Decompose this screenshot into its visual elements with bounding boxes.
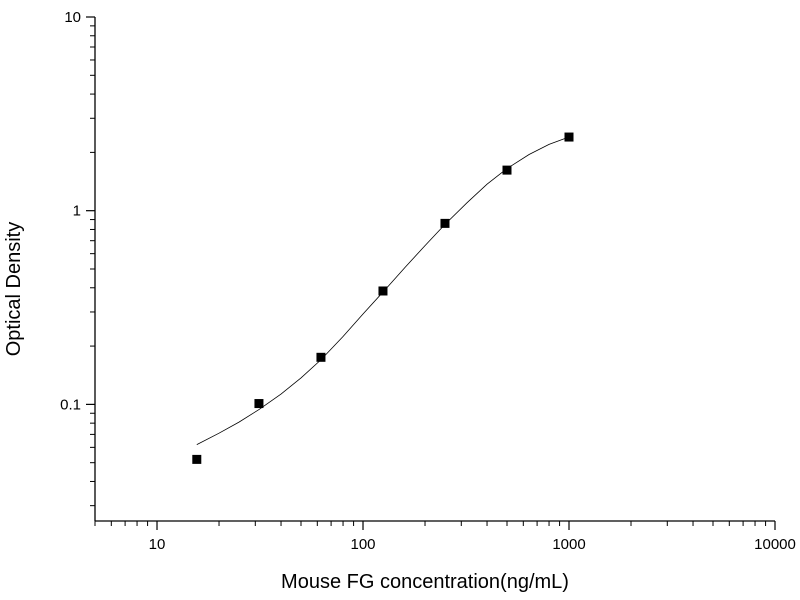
axes [94, 17, 775, 522]
y-axis-title: Optical Density [3, 222, 25, 357]
data-point [192, 454, 202, 464]
x-tick-label: 100 [350, 536, 375, 553]
major-ticks [86, 16, 776, 530]
data-point [378, 286, 388, 296]
x-tick-label: 10000 [754, 536, 796, 553]
data-point [440, 218, 450, 228]
data-point [502, 165, 512, 175]
x-axis-title: Mouse FG concentration(ng/mL) [281, 571, 569, 593]
data-point [316, 352, 326, 362]
minor-ticks [90, 25, 767, 526]
data-point [254, 399, 264, 409]
y-tick-label: 10 [64, 9, 81, 26]
y-tick-labels: 0.1 1 10 [60, 9, 81, 413]
data-points [192, 132, 574, 464]
x-tick-label: 10 [149, 536, 166, 553]
x-tick-label: 1000 [552, 536, 585, 553]
data-point [564, 132, 574, 142]
y-tick-label: 0.1 [60, 396, 81, 413]
y-tick-label: 1 [73, 203, 81, 220]
x-tick-labels: 10 100 1000 10000 [149, 536, 796, 553]
